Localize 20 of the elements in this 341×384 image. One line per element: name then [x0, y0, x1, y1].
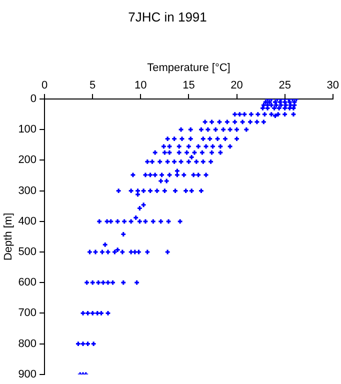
x-tick-label: 20	[230, 79, 243, 92]
y-tick-label: 700	[18, 307, 37, 320]
y-tick-label: 100	[18, 124, 37, 136]
y-tick-label: 500	[18, 246, 37, 258]
y-tick-label: 200	[18, 154, 37, 166]
x-tick-label: 25	[278, 79, 291, 92]
x-axis-title: Temperature [°C]	[147, 62, 230, 74]
y-tick-label: 900	[18, 368, 37, 380]
y-axis-title: Depth [m]	[2, 212, 15, 261]
x-tick-label: 10	[134, 79, 147, 92]
chart-title: 7JHC in 1991	[128, 9, 207, 24]
y-tick-label: 0	[30, 93, 37, 106]
y-tick-label: 800	[18, 338, 37, 350]
x-tick-label: 5	[90, 79, 96, 92]
y-tick-label: 400	[18, 215, 37, 228]
y-tick-label: 300	[18, 184, 37, 197]
x-tick-label: 15	[182, 79, 195, 92]
y-tick-label: 600	[18, 276, 37, 289]
x-tick-label: 30	[326, 79, 340, 92]
x-tick-label: 0	[41, 79, 48, 92]
